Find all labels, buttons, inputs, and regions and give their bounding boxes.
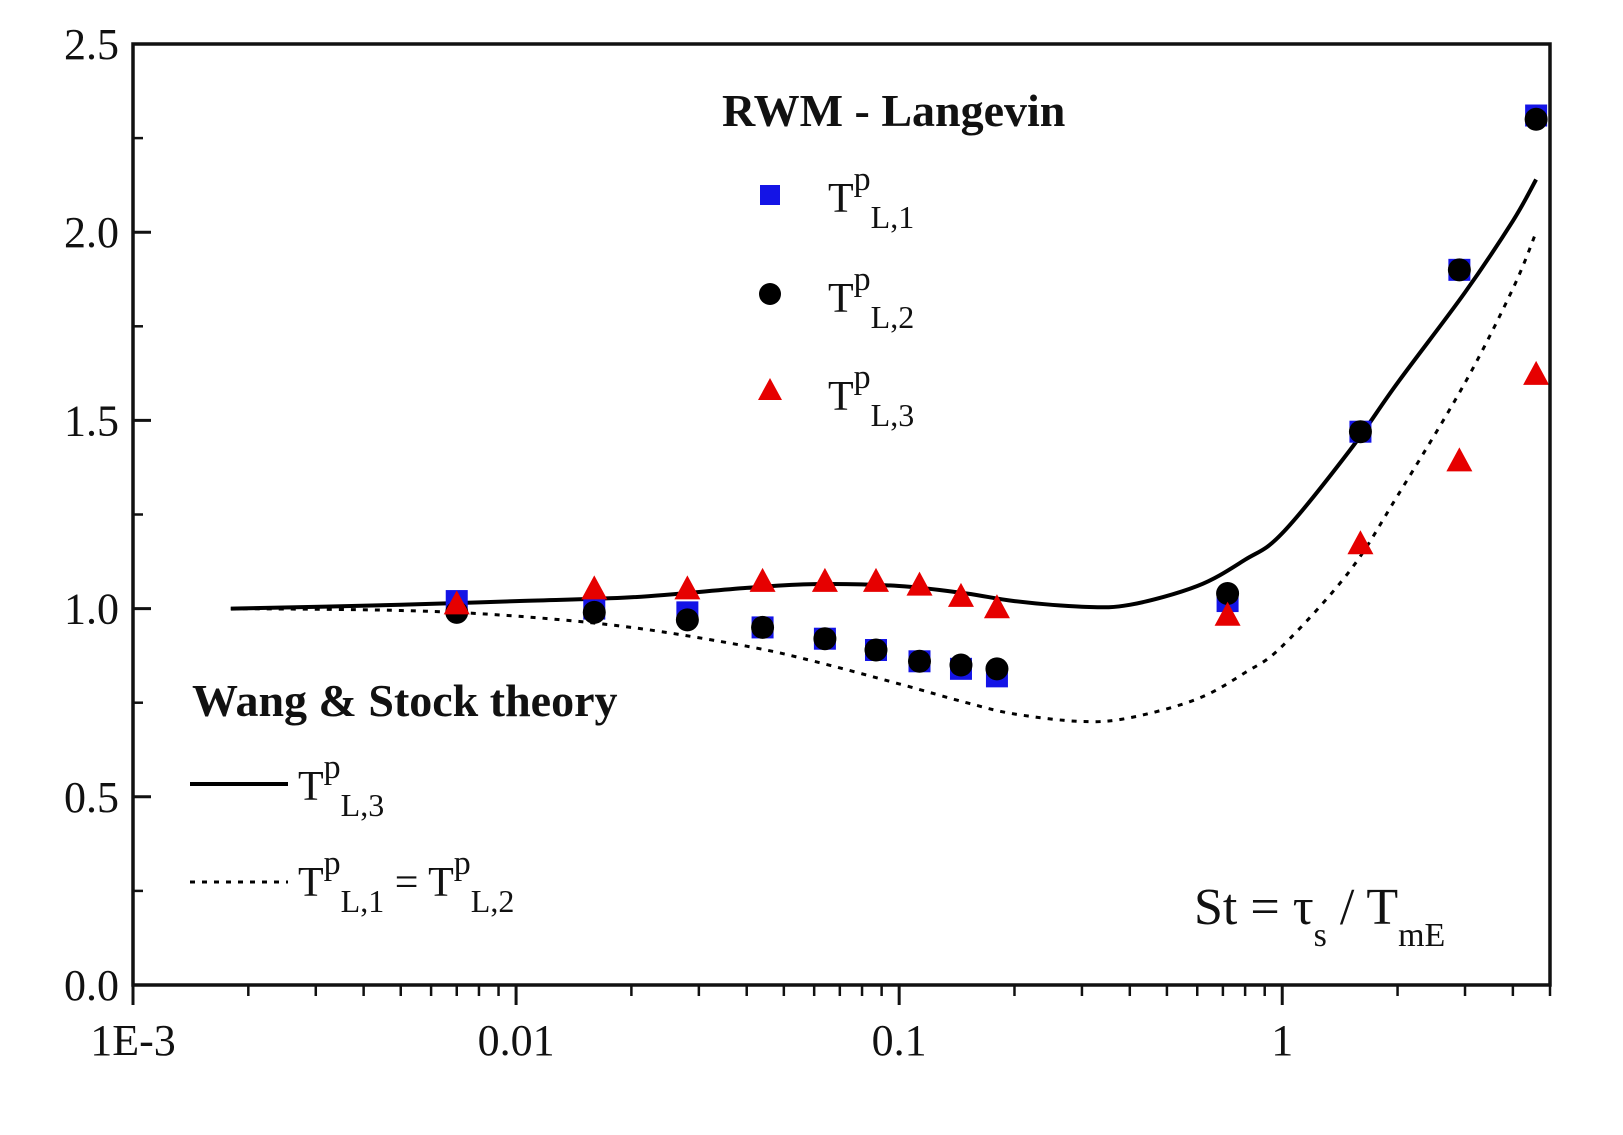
legend-label-tpl1: TpL,1 [828,161,914,235]
point-tpl3 [906,571,933,596]
point-tpl3 [862,567,889,592]
x-tick-label: 1E-3 [90,1016,176,1065]
point-tpl3 [443,590,470,615]
legend-rwm: RWM - Langevin TpL,1 TpL,2 TpL,3 [722,85,1065,433]
point-tpl2 [675,608,699,632]
legend-label-theory-tpl3: TpL,3 [298,749,384,823]
y-tick-label: 1.5 [64,396,119,445]
legend-marker-triangle [758,378,782,400]
point-tpl3 [1523,360,1550,385]
x-tick-label: 0.1 [872,1016,927,1065]
point-tpl3 [749,567,776,592]
axes-layer: 0.0 0.5 1.0 1.5 2.0 2.5 1E-3 0.01 0.1 1 [64,20,1552,1065]
legend-title-rwm: RWM - Langevin [722,85,1065,136]
point-tpl2 [949,653,973,677]
point-tpl3 [1446,447,1473,472]
point-tpl3 [1347,530,1374,555]
point-tpl2 [985,657,1009,681]
stokes-annotation: St = τs / TmE [1194,879,1445,954]
legend-wang-stock: Wang & Stock theory TpL,3 TpL,1 = TpL,2 [190,675,618,919]
legend-label-tpl3: TpL,3 [828,359,914,433]
legend-label-theory-tpl12: TpL,1 = TpL,2 [298,845,514,919]
legend-marker-square [760,185,780,205]
point-tpl2 [1524,107,1548,131]
point-tpl2 [582,600,606,624]
point-tpl2 [864,638,888,662]
y-tick-label: 0.0 [64,961,119,1010]
legend-title-wang-stock: Wang & Stock theory [192,675,618,726]
legend-label-tpl2: TpL,2 [828,261,914,335]
point-tpl2 [907,649,931,673]
theory-line-tpl12 [230,231,1538,724]
point-tpl2 [1447,258,1471,282]
point-tpl3 [983,594,1010,619]
y-tick-label: 2.5 [64,20,119,69]
point-tpl3 [1214,601,1241,626]
y-tick-label: 2.0 [64,208,119,257]
x-tick-label: 0.01 [478,1016,555,1065]
legend-marker-circle [759,283,781,305]
point-tpl3 [947,582,974,607]
point-tpl2 [1348,420,1372,444]
point-tpl3 [674,575,701,600]
point-tpl3 [581,575,608,600]
series-layer [230,104,1550,724]
point-tpl2 [1216,582,1240,606]
point-tpl2 [751,615,775,639]
point-tpl2 [813,627,837,651]
x-tick-label: 1 [1271,1016,1293,1065]
point-tpl3 [811,567,838,592]
y-tick-label: 0.5 [64,773,119,822]
theory-line-tpl3 [230,178,1538,611]
y-tick-label: 1.0 [64,585,119,634]
